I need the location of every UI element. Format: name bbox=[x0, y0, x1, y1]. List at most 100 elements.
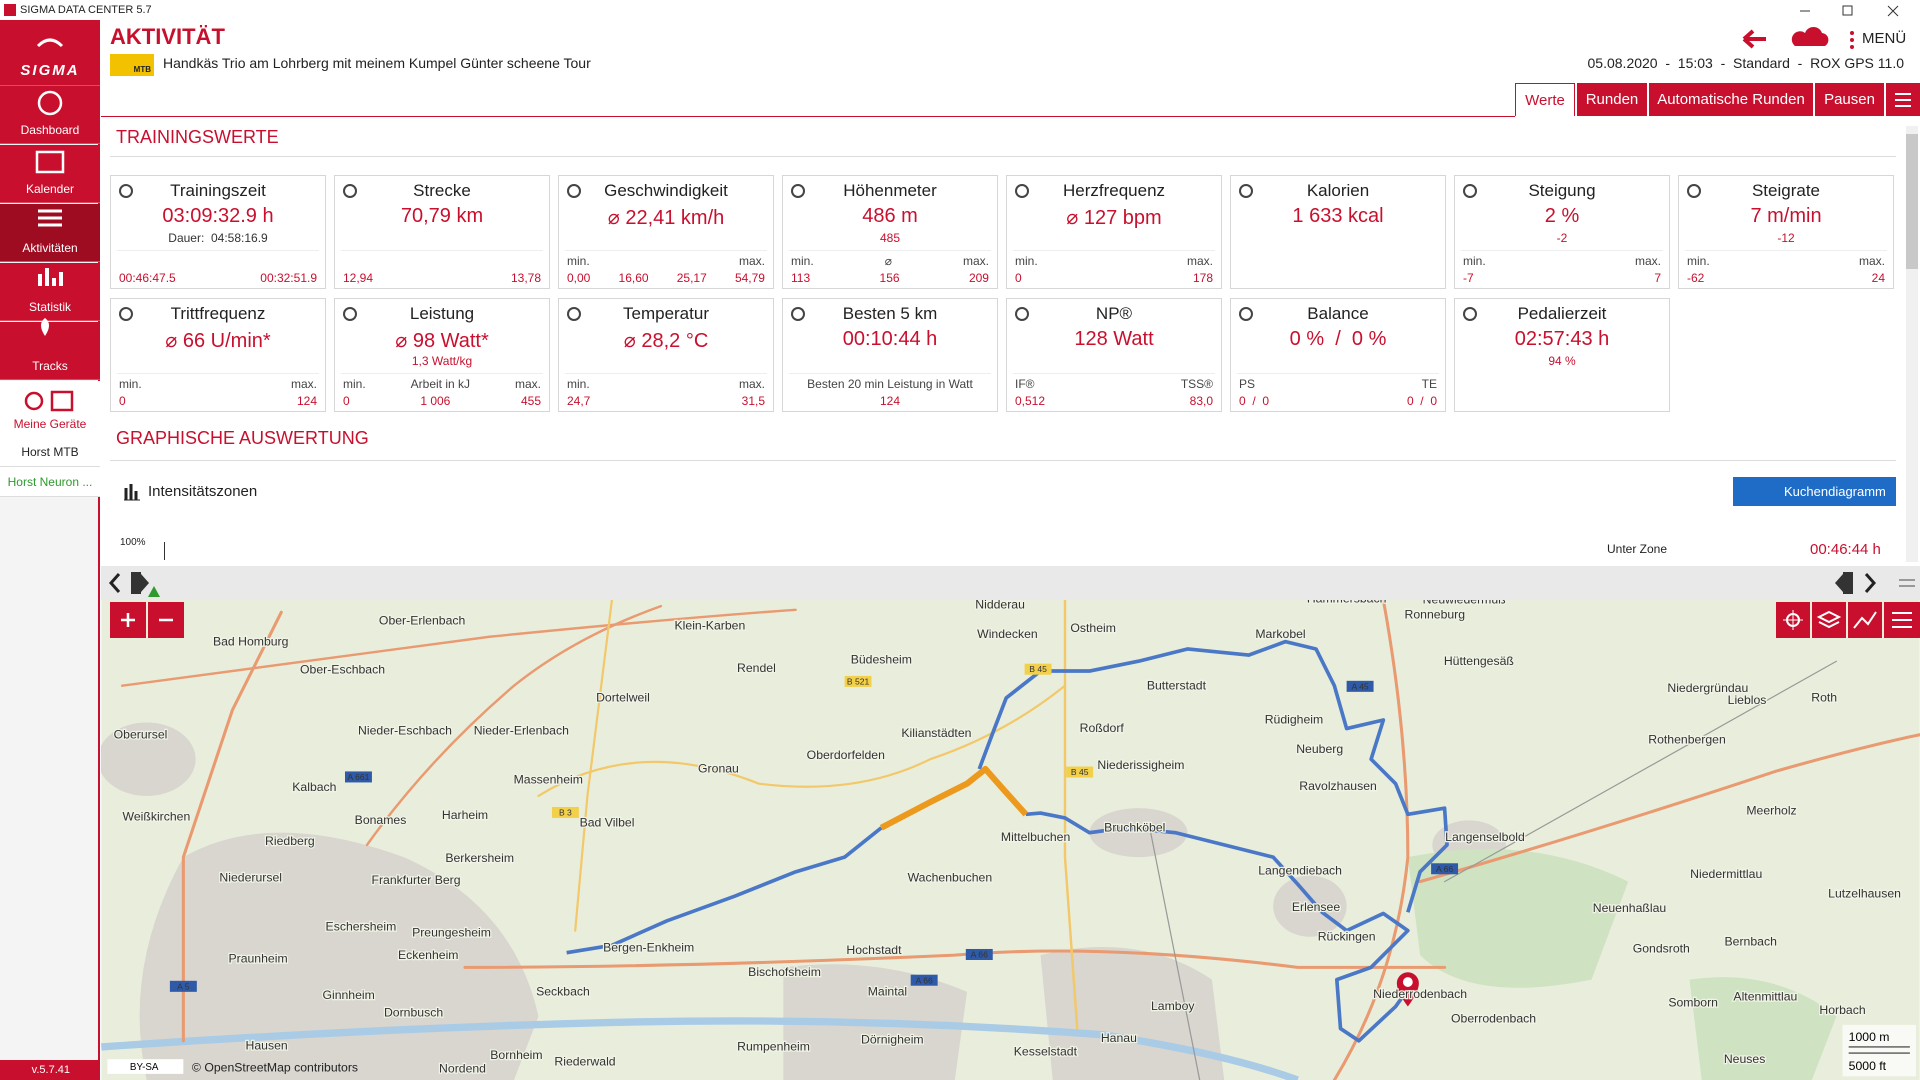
card-labels: min. ⌀ max. bbox=[791, 254, 989, 268]
card-icon bbox=[119, 307, 133, 321]
card-values: 113 156 209 bbox=[791, 271, 989, 285]
axis-line bbox=[164, 542, 165, 560]
card-label: max. bbox=[514, 377, 541, 391]
card-values: 124 bbox=[791, 394, 989, 408]
forest bbox=[1407, 848, 1837, 1080]
place-label: Riedberg bbox=[265, 834, 315, 848]
card-main-value: ⌀ 98 Watt* bbox=[395, 330, 489, 352]
card-label: max. bbox=[290, 377, 317, 391]
place-label: Ginnheim bbox=[322, 988, 374, 1002]
tab[interactable]: Automatische Runden bbox=[1649, 83, 1813, 116]
card-value: 00:32:51.9 bbox=[260, 271, 317, 285]
card-main-value: 486 m bbox=[862, 205, 918, 227]
place-label: Neuenhaßlau bbox=[1593, 901, 1666, 915]
card-value: 124 bbox=[879, 394, 901, 408]
nav-tracks[interactable]: Tracks bbox=[0, 322, 100, 380]
window-controls bbox=[4, 4, 1899, 17]
card-title: Besten 5 km bbox=[842, 304, 938, 323]
card-value: 124 bbox=[296, 394, 317, 408]
timeline[interactable] bbox=[101, 566, 1920, 600]
scrollbar[interactable] bbox=[1906, 126, 1918, 562]
card-label: min. bbox=[1463, 254, 1486, 268]
card-title: Leistung bbox=[409, 304, 475, 323]
card-label: min. bbox=[1015, 254, 1038, 268]
tab[interactable]: Runden bbox=[1577, 83, 1647, 116]
menu[interactable]: MENÜ bbox=[1862, 30, 1907, 47]
value-card: NP® 128 Watt IF® TSS® 0,512 83,0 bbox=[1006, 298, 1222, 412]
cloud-sync[interactable] bbox=[1791, 26, 1829, 46]
pie-chart-button[interactable]: Kuchendiagramm bbox=[1733, 477, 1896, 506]
nav-statistics[interactable]: Statistik bbox=[0, 263, 100, 321]
card-value: 83,0 bbox=[1189, 394, 1213, 408]
version: v.5.7.41 bbox=[0, 1060, 100, 1080]
value-card: Höhenmeter 486 m 485 min. ⌀ max. 113 156 209 bbox=[782, 175, 998, 289]
activity-name[interactable]: Handkäs Trio am Lohrberg mit meinem Kump… bbox=[163, 55, 591, 71]
place-label: Oberursel bbox=[114, 727, 168, 741]
place-label: Niedergründau bbox=[1667, 681, 1748, 695]
card-label: max. bbox=[738, 377, 765, 391]
tab-list-button[interactable] bbox=[1886, 83, 1920, 116]
place-label: Bonames bbox=[355, 813, 407, 827]
nav-activities[interactable]: Aktivitäten bbox=[0, 204, 100, 262]
device-item[interactable]: Horst MTB bbox=[0, 437, 100, 467]
sport-badge: MTB bbox=[110, 54, 154, 76]
tab[interactable]: Pausen bbox=[1815, 83, 1884, 116]
card-label: Arbeit in kJ bbox=[410, 377, 470, 391]
back-arrow[interactable] bbox=[1742, 29, 1766, 49]
card-title: Höhenmeter bbox=[843, 181, 937, 200]
place-label: Mittelbuchen bbox=[1001, 830, 1071, 844]
place-label: Lamboy bbox=[1151, 999, 1195, 1013]
place-label: Langenselbold bbox=[1445, 830, 1525, 844]
place-label: Hausen bbox=[246, 1038, 288, 1052]
place-label: Hanau bbox=[1101, 1031, 1137, 1045]
place-label: Niederrodenbach bbox=[1373, 987, 1467, 1001]
place-label: Ravolzhausen bbox=[1299, 779, 1377, 793]
card-values: 0 178 bbox=[1015, 271, 1213, 285]
card-value: 31,5 bbox=[741, 394, 765, 408]
close[interactable] bbox=[1887, 5, 1899, 17]
nav-devices[interactable]: Meine Geräte bbox=[0, 381, 100, 439]
place-label: Rothenbergen bbox=[1648, 732, 1726, 746]
card-main-value: ⌀ 127 bpm bbox=[1066, 207, 1162, 229]
zone-label: Unter Zone bbox=[1607, 542, 1668, 556]
card-values: 00:46:47.5 00:32:51.9 bbox=[119, 271, 317, 285]
place-label: Bornheim bbox=[490, 1048, 542, 1062]
value-card: Geschwindigkeit ⌀ 22,41 km/h min. max. 0,00 1… bbox=[558, 175, 774, 289]
scale-ft: 5000 ft bbox=[1849, 1059, 1887, 1073]
card-separator bbox=[1013, 373, 1215, 374]
maximize[interactable] bbox=[1842, 5, 1853, 16]
nav-label: Kalender bbox=[25, 182, 75, 196]
place-label: Nidderau bbox=[975, 600, 1025, 612]
logo[interactable]: SIGMA bbox=[0, 20, 100, 86]
track-selection bbox=[879, 765, 1029, 831]
place-label: Meerholz bbox=[1746, 803, 1796, 817]
nav-calendar[interactable]: Kalender bbox=[0, 145, 100, 203]
place-label: Nieder-Eschbach bbox=[358, 724, 452, 738]
place-label: Langendiebach bbox=[1258, 863, 1342, 877]
card-title: Pedalierzeit bbox=[1517, 304, 1607, 323]
place-label: Dortelweil bbox=[596, 691, 650, 705]
card-separator bbox=[1685, 250, 1887, 251]
tab[interactable]: Werte bbox=[1515, 83, 1575, 116]
map[interactable]: Nidderau Windecken Ostheim Butterstadt Marko… bbox=[101, 600, 1920, 1080]
card-labels: min. max. bbox=[1463, 254, 1661, 268]
card-label: ⌀ bbox=[884, 254, 892, 268]
card-label: min. bbox=[119, 377, 142, 391]
card-separator bbox=[1013, 250, 1215, 251]
card-title: Steigung bbox=[1528, 181, 1596, 200]
card-sub-value: 485 bbox=[879, 231, 901, 245]
scroll-thumb[interactable] bbox=[1906, 134, 1918, 269]
layers[interactable] bbox=[1812, 602, 1846, 638]
scale-box bbox=[1842, 1024, 1917, 1077]
attribution[interactable]: © OpenStreetMap contributors bbox=[192, 1060, 358, 1074]
place-label: Niederursel bbox=[219, 871, 282, 885]
device-item[interactable]: Horst Neuron ... bbox=[0, 467, 100, 497]
place-label: Ronneburg bbox=[1405, 607, 1466, 621]
place-label: Praunheim bbox=[228, 951, 287, 965]
card-value: 16,60 bbox=[618, 271, 649, 285]
place-label: Dörnigheim bbox=[861, 1032, 924, 1046]
nav-dashboard[interactable]: Dashboard bbox=[0, 86, 100, 144]
place-label: Ostheim bbox=[1070, 621, 1116, 635]
card-main-value: 1 633 kcal bbox=[1292, 205, 1384, 227]
chart-icon bbox=[124, 484, 140, 501]
